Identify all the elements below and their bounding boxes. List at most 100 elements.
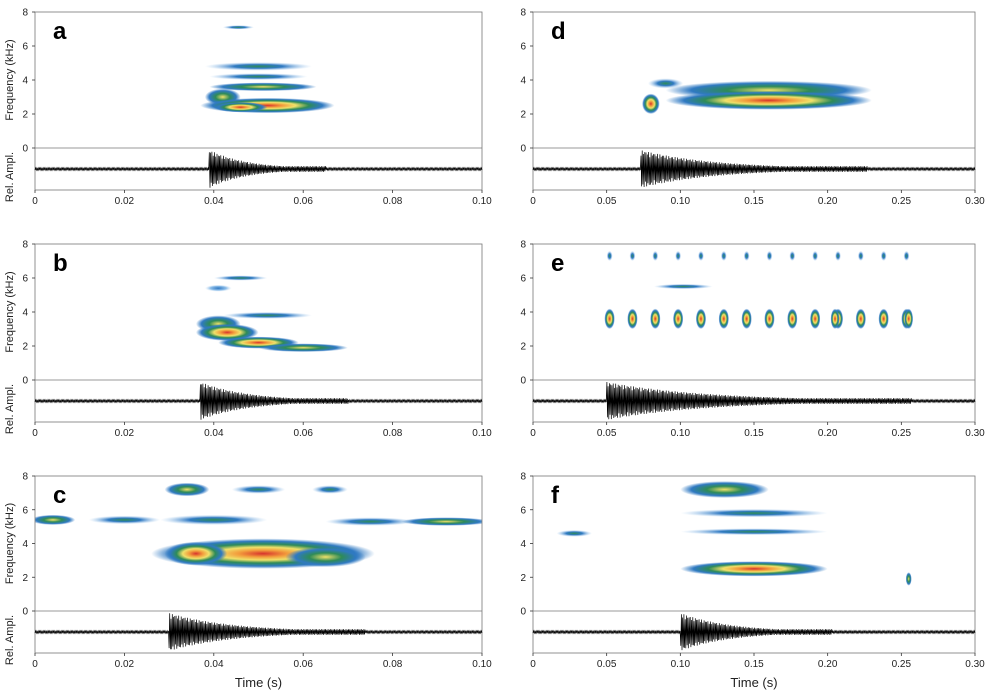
panel-f: 0 2 4 6 8 0 0.05 0.10 0.15 0.20 0.25 0.30 f Time (s) <box>520 472 985 691</box>
waveform <box>34 151 483 188</box>
x-tick-label: 0 <box>32 196 38 207</box>
panel-label-b: b <box>53 250 68 277</box>
y-tick-label: 6 <box>22 42 28 53</box>
spectrogram-energy-3 <box>629 250 636 261</box>
x-tick-label: 0.04 <box>204 196 224 207</box>
x-tick-label: 0 <box>530 196 536 207</box>
y-tick-label: 2 <box>520 573 526 584</box>
y-tick-label: 8 <box>520 472 526 483</box>
spectrogram <box>35 482 482 569</box>
x-tick-label: 0 <box>32 659 38 670</box>
y-tick-label: 0 <box>22 144 28 155</box>
y-tick-label: 8 <box>520 8 526 19</box>
x-tick-label: 0.10 <box>671 659 691 670</box>
y-axis-label-amplitude: Rel. Ampl. <box>4 384 16 434</box>
spectrogram <box>556 481 912 586</box>
x-tick-label: 0.02 <box>115 428 135 439</box>
waveform <box>532 381 976 420</box>
spectrogram-energy-12 <box>741 308 752 329</box>
spectrogram-energy-10 <box>718 308 729 329</box>
spectrogram-energy-15 <box>766 250 773 261</box>
spectrogram-energy-27 <box>903 250 910 261</box>
x-tick-label: 0.10 <box>472 196 492 207</box>
spectrogram-energy-2 <box>627 308 638 329</box>
y-tick-label: 2 <box>22 342 28 353</box>
spectrogram-energy-5 <box>652 250 659 261</box>
spectrogram-energy-0 <box>222 25 255 30</box>
plot-frame <box>34 11 483 191</box>
spectrogram-energy-5 <box>905 572 912 586</box>
x-tick-label: 0.30 <box>965 659 985 670</box>
x-tick-label: 0.02 <box>115 196 135 207</box>
spectrogram-energy-2 <box>680 508 828 518</box>
y-tick-label: 4 <box>22 76 28 87</box>
spectrogram <box>200 25 335 114</box>
y-tick-label: 8 <box>22 472 28 483</box>
spectrogram-energy-4 <box>650 308 661 329</box>
panel-label-d: d <box>551 18 566 45</box>
y-tick-label: 0 <box>520 607 526 618</box>
y-tick-label: 8 <box>22 240 28 251</box>
spectrogram-energy-1 <box>88 515 161 525</box>
y-tick-label: 8 <box>22 8 28 19</box>
spectrogram-energy-2 <box>160 514 268 525</box>
spectrogram-energy-9 <box>164 541 228 566</box>
spectrogram-energy-1 <box>204 284 232 292</box>
x-tick-label: 0.04 <box>204 659 224 670</box>
waveform <box>532 150 976 188</box>
x-tick-label: 0.02 <box>115 659 135 670</box>
y-tick-label: 2 <box>22 573 28 584</box>
y-tick-label: 2 <box>520 342 526 353</box>
spectrogram-energy-0 <box>604 308 615 329</box>
x-tick-label: 0.04 <box>204 428 224 439</box>
spectrogram-energy-6 <box>213 102 268 113</box>
y-tick-label: 2 <box>22 110 28 121</box>
spectrogram-energy-11 <box>720 250 727 261</box>
spectrogram-energy-2 <box>665 91 872 110</box>
panel-label-e: e <box>551 250 564 277</box>
x-tick-label: 0.20 <box>818 428 838 439</box>
y-axis-label-amplitude: Rel. Ampl. <box>4 152 16 202</box>
y-tick-label: 0 <box>520 376 526 387</box>
spectrogram-energy-30 <box>653 283 713 290</box>
x-tick-label: 0 <box>530 659 536 670</box>
x-axis-label: Time (s) <box>235 675 282 690</box>
waveform <box>34 383 483 420</box>
y-tick-label: 6 <box>520 42 526 53</box>
y-tick-label: 4 <box>520 539 526 550</box>
spectrogram-energy-7 <box>312 485 348 494</box>
y-axis-label-amplitude: Rel. Ampl. <box>4 615 16 665</box>
spectrogram-energy-14 <box>764 308 775 329</box>
spectrogram-energy-17 <box>789 250 796 261</box>
spectrogram-energy-3 <box>325 517 415 526</box>
x-tick-label: 0.05 <box>597 659 617 670</box>
x-tick-label: 0.30 <box>965 196 985 207</box>
x-tick-label: 0.10 <box>472 659 492 670</box>
x-tick-label: 0 <box>530 428 536 439</box>
spectrogram <box>642 78 872 115</box>
spectrogram-energy-4 <box>401 517 482 526</box>
spectrogram <box>604 250 914 329</box>
spectrogram-energy-16 <box>787 308 798 329</box>
spectrogram-energy-6 <box>258 343 348 352</box>
spectrogram <box>195 275 348 352</box>
y-tick-label: 2 <box>520 110 526 121</box>
y-tick-label: 0 <box>520 144 526 155</box>
y-tick-label: 6 <box>520 274 526 285</box>
y-tick-label: 8 <box>520 240 526 251</box>
spectrogram-energy-1 <box>680 481 769 498</box>
panel-b: 0 2 4 6 8 0 0.02 0.04 0.06 0.08 0.10 b Frequency (kH… <box>4 240 492 440</box>
y-axis-label-frequency: Frequency (kHz) <box>4 39 16 120</box>
plot-frame <box>532 243 976 423</box>
y-axis-label-frequency: Frequency (kHz) <box>4 503 16 584</box>
x-tick-label: 0.25 <box>892 196 912 207</box>
spectrogram-energy-18 <box>809 308 821 329</box>
panel-label-f: f <box>551 482 560 509</box>
panel-a: 0 2 4 6 8 0 0.02 0.04 0.06 0.08 0.10 a Frequency (kH… <box>4 8 492 208</box>
x-tick-label: 0.10 <box>671 428 691 439</box>
x-tick-label: 0.25 <box>892 659 912 670</box>
spectrogram-energy-25 <box>880 250 887 261</box>
spectrogram-energy-2 <box>209 73 308 80</box>
x-tick-label: 0.15 <box>744 428 764 439</box>
